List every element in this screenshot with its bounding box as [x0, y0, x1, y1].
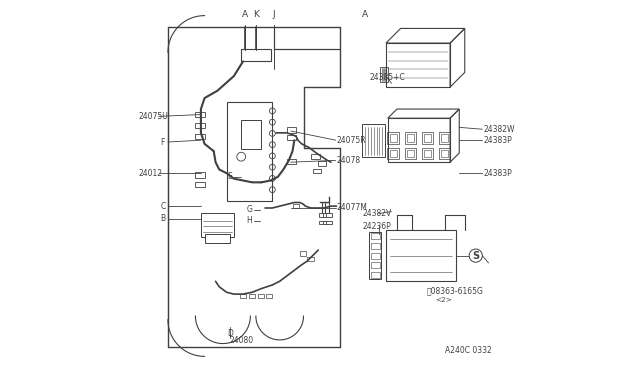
- Bar: [319, 221, 324, 224]
- Text: B: B: [161, 215, 166, 224]
- Bar: [390, 150, 397, 157]
- Bar: [439, 132, 451, 144]
- Bar: [371, 233, 380, 239]
- Bar: [371, 243, 380, 249]
- Bar: [318, 161, 326, 166]
- Bar: [241, 49, 271, 61]
- Text: D: D: [227, 329, 233, 338]
- Bar: [323, 221, 328, 224]
- Bar: [371, 272, 380, 278]
- Bar: [195, 112, 205, 118]
- Bar: [287, 135, 296, 140]
- Bar: [300, 251, 307, 256]
- Text: K: K: [253, 10, 259, 19]
- Bar: [201, 214, 234, 237]
- Text: 24383P: 24383P: [483, 169, 512, 178]
- Bar: [195, 173, 205, 178]
- Text: <2>: <2>: [435, 296, 452, 302]
- Bar: [240, 294, 246, 298]
- Bar: [195, 182, 205, 187]
- Bar: [292, 203, 299, 208]
- Bar: [311, 154, 320, 158]
- Bar: [371, 262, 380, 268]
- Bar: [241, 120, 261, 149]
- Text: 24075U: 24075U: [139, 112, 168, 121]
- Bar: [422, 148, 433, 159]
- Bar: [441, 150, 448, 157]
- Text: 24012: 24012: [139, 169, 163, 178]
- Bar: [407, 150, 414, 157]
- Bar: [195, 134, 205, 140]
- Bar: [422, 132, 433, 144]
- Bar: [287, 158, 296, 164]
- Text: Ⓢ08363-6165G: Ⓢ08363-6165G: [426, 286, 483, 295]
- Text: C: C: [161, 202, 166, 211]
- Bar: [266, 294, 271, 298]
- Text: G: G: [246, 205, 252, 214]
- Bar: [307, 257, 314, 261]
- Bar: [387, 132, 399, 144]
- Text: 24382W: 24382W: [483, 125, 515, 134]
- Bar: [205, 234, 230, 243]
- Text: 24236P: 24236P: [362, 222, 391, 231]
- Text: S: S: [472, 251, 479, 261]
- Bar: [369, 232, 381, 279]
- Text: F: F: [161, 138, 165, 147]
- Bar: [387, 148, 399, 159]
- Bar: [326, 221, 332, 224]
- Text: 24385+C: 24385+C: [369, 73, 405, 83]
- Bar: [386, 43, 450, 87]
- Bar: [424, 134, 431, 142]
- Text: 24080: 24080: [229, 336, 253, 346]
- Text: E: E: [227, 172, 232, 181]
- Bar: [441, 134, 448, 142]
- Bar: [287, 127, 296, 133]
- Text: J: J: [273, 10, 275, 19]
- Bar: [319, 214, 324, 217]
- Bar: [439, 148, 451, 159]
- Bar: [227, 102, 273, 201]
- Bar: [390, 134, 397, 142]
- Bar: [404, 148, 416, 159]
- Bar: [259, 294, 264, 298]
- Bar: [326, 214, 332, 217]
- Bar: [388, 118, 450, 162]
- Bar: [323, 214, 328, 217]
- Bar: [424, 150, 431, 157]
- Text: A: A: [362, 10, 368, 19]
- Text: 24075R: 24075R: [337, 136, 366, 145]
- Text: 24383P: 24383P: [483, 136, 512, 145]
- Text: 24078: 24078: [337, 156, 360, 165]
- Bar: [380, 67, 388, 81]
- Text: H: H: [246, 216, 252, 225]
- Bar: [407, 134, 414, 142]
- Bar: [386, 230, 456, 281]
- Bar: [404, 132, 416, 144]
- Text: 24382V: 24382V: [362, 209, 392, 218]
- Text: 24077M: 24077M: [337, 203, 367, 212]
- Bar: [313, 169, 321, 173]
- Bar: [371, 253, 380, 259]
- Bar: [362, 124, 385, 157]
- Bar: [195, 123, 205, 128]
- Text: A: A: [242, 10, 248, 19]
- Bar: [249, 294, 255, 298]
- Text: A240C 0332: A240C 0332: [445, 346, 492, 355]
